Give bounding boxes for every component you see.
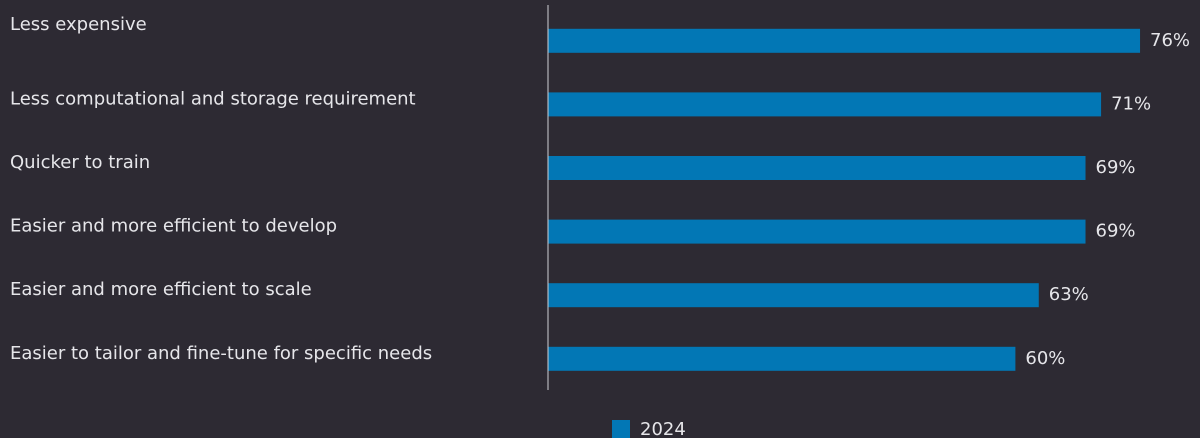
value-label: 60% — [1025, 348, 1065, 369]
value-label: 69% — [1096, 157, 1136, 178]
category-label: Less computational and storage requireme… — [10, 88, 416, 109]
category-label: Easier to tailor and fine-tune for speci… — [10, 343, 432, 364]
bar — [548, 346, 1016, 371]
category-label: Easier and more efficient to develop — [10, 216, 337, 237]
legend-label: 2024 — [640, 419, 686, 438]
value-label: 69% — [1096, 221, 1136, 242]
legend-swatch — [612, 420, 630, 438]
category-label: Quicker to train — [10, 152, 150, 173]
value-label: 63% — [1049, 284, 1089, 305]
bar — [548, 156, 1086, 180]
bar — [548, 219, 1086, 244]
value-label: 76% — [1150, 30, 1190, 51]
bar — [548, 92, 1102, 117]
bar — [548, 283, 1039, 308]
category-label: Less expensive — [10, 14, 147, 35]
category-label: Easier and more efficient to scale — [10, 279, 312, 300]
bar — [548, 28, 1141, 53]
value-label: 71% — [1111, 93, 1151, 114]
